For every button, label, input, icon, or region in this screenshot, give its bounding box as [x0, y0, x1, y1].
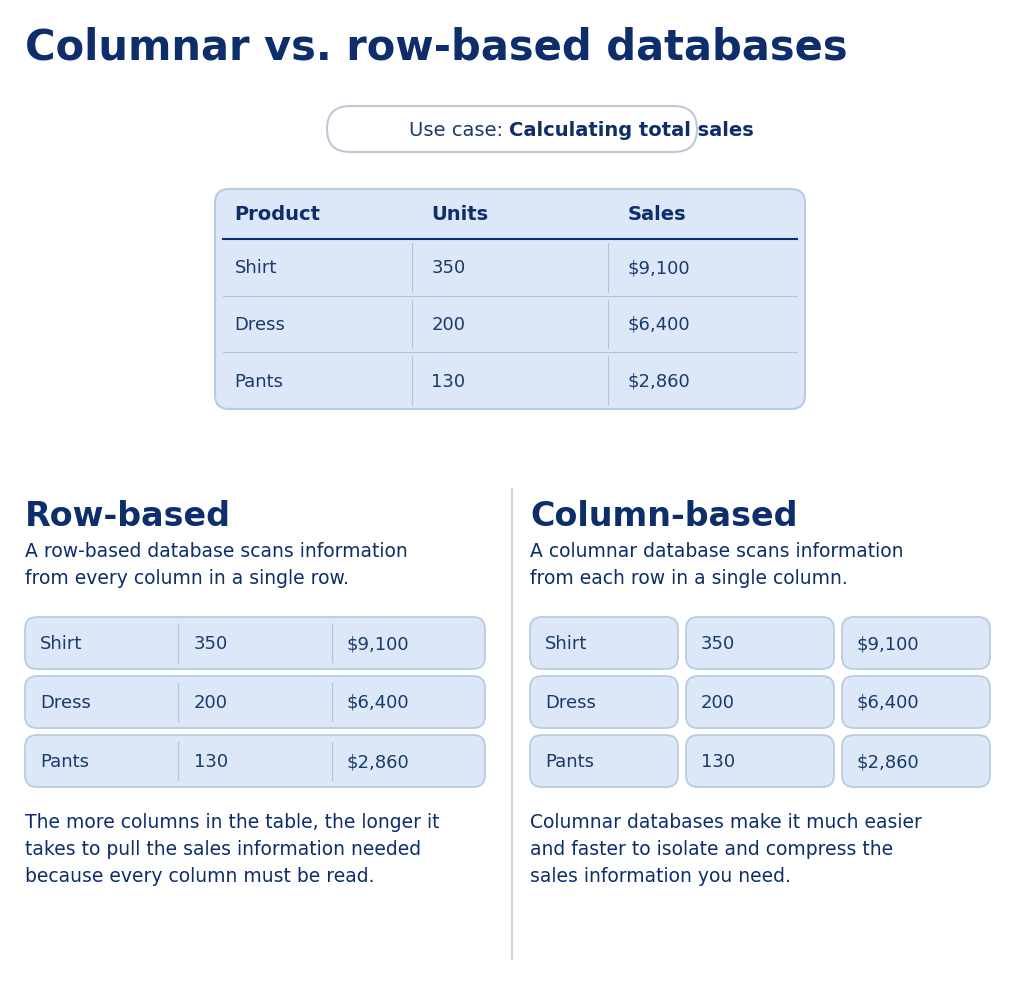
Text: Columnar vs. row-based databases: Columnar vs. row-based databases [25, 27, 848, 69]
Text: 200: 200 [194, 693, 227, 711]
FancyBboxPatch shape [530, 617, 678, 669]
Text: Row-based: Row-based [25, 500, 231, 532]
Text: 130: 130 [700, 752, 735, 770]
Text: Shirt: Shirt [40, 634, 83, 653]
Text: Pants: Pants [234, 373, 284, 390]
FancyBboxPatch shape [842, 676, 990, 729]
FancyBboxPatch shape [215, 190, 805, 409]
Text: Columnar databases make it much easier
and faster to isolate and compress the
sa: Columnar databases make it much easier a… [530, 812, 922, 885]
Text: A row-based database scans information
from every column in a single row.: A row-based database scans information f… [25, 541, 408, 588]
Text: 130: 130 [431, 373, 466, 390]
Text: 200: 200 [431, 316, 465, 333]
FancyBboxPatch shape [686, 617, 834, 669]
Text: $6,400: $6,400 [347, 693, 410, 711]
Text: Use case:: Use case: [409, 120, 509, 139]
FancyBboxPatch shape [25, 676, 485, 729]
Text: $2,860: $2,860 [347, 752, 410, 770]
Text: $9,100: $9,100 [857, 634, 920, 653]
FancyBboxPatch shape [25, 736, 485, 787]
Text: Dress: Dress [545, 693, 596, 711]
FancyBboxPatch shape [842, 617, 990, 669]
Text: 200: 200 [700, 693, 735, 711]
FancyBboxPatch shape [686, 736, 834, 787]
Text: Calculating total sales: Calculating total sales [509, 120, 754, 139]
Text: $6,400: $6,400 [628, 316, 690, 333]
Text: $2,860: $2,860 [857, 752, 920, 770]
Text: Dress: Dress [234, 316, 286, 333]
Text: Dress: Dress [40, 693, 91, 711]
Text: Units: Units [431, 205, 488, 224]
Text: 350: 350 [700, 634, 735, 653]
Text: Pants: Pants [545, 752, 594, 770]
Text: $9,100: $9,100 [347, 634, 410, 653]
Text: A columnar database scans information
from each row in a single column.: A columnar database scans information fr… [530, 541, 903, 588]
Text: The more columns in the table, the longer it
takes to pull the sales information: The more columns in the table, the longe… [25, 812, 439, 885]
FancyBboxPatch shape [25, 617, 485, 669]
FancyBboxPatch shape [530, 736, 678, 787]
Text: $6,400: $6,400 [857, 693, 920, 711]
Text: Shirt: Shirt [234, 259, 278, 277]
Text: Product: Product [234, 205, 321, 224]
Text: 350: 350 [431, 259, 466, 277]
Text: Pants: Pants [40, 752, 89, 770]
Text: Shirt: Shirt [545, 634, 587, 653]
Text: 350: 350 [194, 634, 228, 653]
Text: Column-based: Column-based [530, 500, 798, 532]
FancyBboxPatch shape [327, 106, 697, 153]
FancyBboxPatch shape [686, 676, 834, 729]
Text: 130: 130 [194, 752, 227, 770]
Text: Sales: Sales [628, 205, 687, 224]
Text: $9,100: $9,100 [628, 259, 690, 277]
Text: $2,860: $2,860 [628, 373, 691, 390]
FancyBboxPatch shape [530, 676, 678, 729]
FancyBboxPatch shape [842, 736, 990, 787]
